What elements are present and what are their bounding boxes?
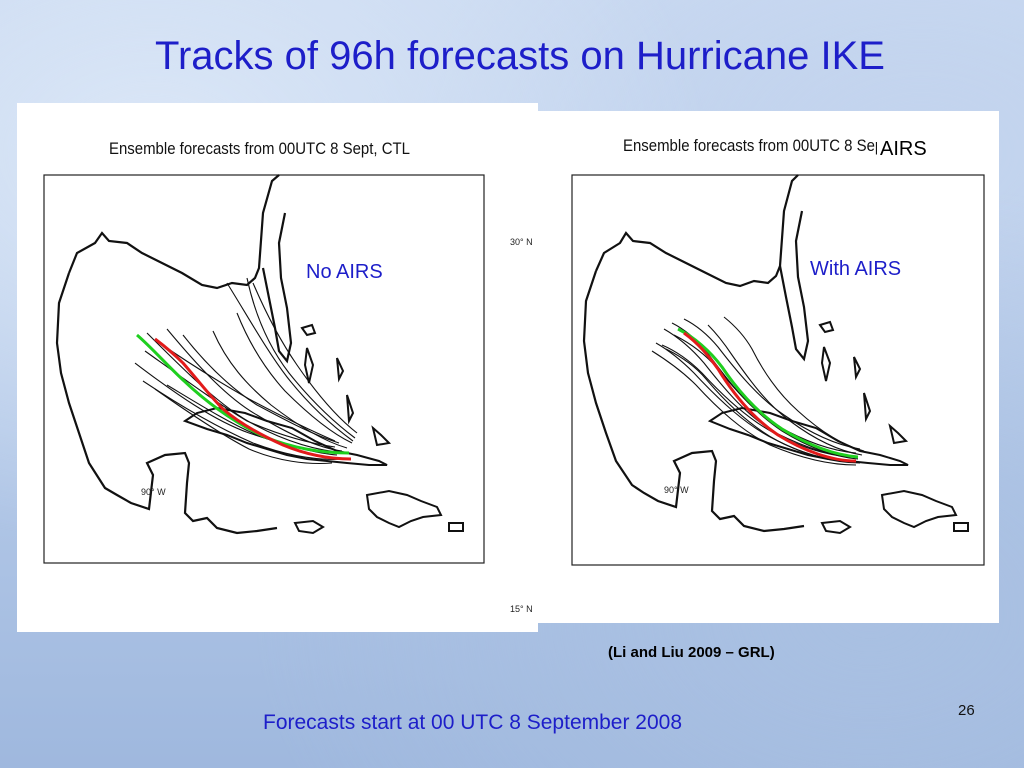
lat-bottom-label: 15° N <box>510 604 533 614</box>
puerto-rico-outline <box>448 522 464 532</box>
cuba-outline <box>707 406 909 466</box>
ensemble-mean-track <box>136 333 350 455</box>
left-map-heading: Ensemble forecasts from 00UTC 8 Sept, CT… <box>109 139 410 158</box>
cuba-outline <box>182 406 388 466</box>
with-airs-label: With AIRS <box>810 258 902 280</box>
ensemble-member-tracks <box>651 316 865 466</box>
page-number: 26 <box>958 702 975 719</box>
right-map-heading: Ensemble forecasts from 00UTC 8 Sept, <box>623 136 892 155</box>
left-map-graphic <box>43 174 485 564</box>
lon-label: 90° W <box>141 487 166 497</box>
footer-caption: Forecasts start at 00 UTC 8 September 20… <box>263 711 683 734</box>
map-frame <box>43 174 485 564</box>
left-forecast-map: Ensemble forecasts from 00UTC 8 Sept, CT… <box>17 103 538 632</box>
observed-track <box>154 337 352 461</box>
jamaica-outline <box>820 519 852 535</box>
ensemble-mean-track <box>677 327 859 459</box>
hispaniola-outline <box>365 489 443 529</box>
airs-overlay-label: AIRS <box>877 138 931 161</box>
bahamas-islands <box>818 320 909 445</box>
no-airs-label: No AIRS <box>306 261 383 283</box>
us-gulf-coastline <box>594 174 799 288</box>
jamaica-outline <box>293 519 325 535</box>
slide-title: Tracks of 96h forecasts on Hurricane IKE <box>155 34 885 78</box>
lat-top-label: 30° N <box>510 237 533 247</box>
right-map-graphic <box>571 174 985 566</box>
mexico-coastline <box>582 270 805 533</box>
citation: (Li and Liu 2009 – GRL) <box>608 644 775 661</box>
lon-label: 90° W <box>664 485 689 495</box>
ensemble-member-tracks <box>134 277 358 465</box>
right-forecast-map: Ensemble forecasts from 00UTC 8 Sept, AI… <box>538 111 999 623</box>
mexico-coastline <box>55 272 278 535</box>
hispaniola-outline <box>880 489 958 529</box>
map-frame <box>571 174 985 566</box>
us-gulf-coastline <box>67 174 280 290</box>
florida-coastline <box>778 210 810 362</box>
puerto-rico-outline <box>953 522 969 532</box>
observed-track <box>683 331 857 463</box>
bahamas-islands <box>300 323 392 447</box>
